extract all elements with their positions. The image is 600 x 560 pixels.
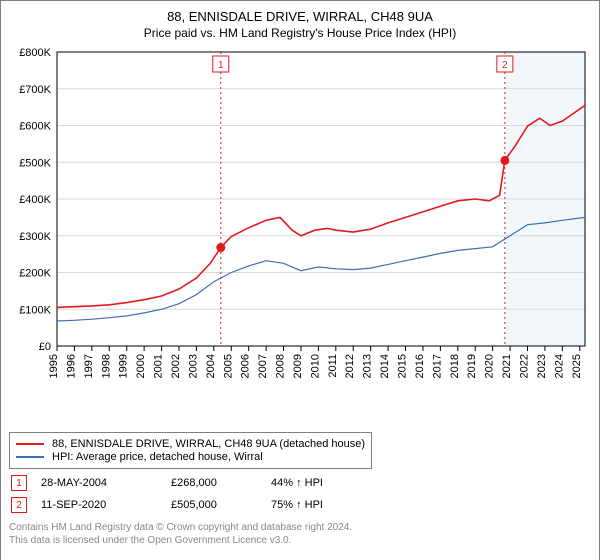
title-subtitle: Price paid vs. HM Land Registry's House … bbox=[9, 26, 591, 40]
price-chart: £0 £100K £200K £300K £400K £500K £600K £700K £80… bbox=[9, 46, 591, 426]
svg-text:2001: 2001 bbox=[153, 354, 165, 378]
svg-text:2002: 2002 bbox=[170, 354, 182, 378]
svg-text:2019: 2019 bbox=[466, 354, 478, 378]
svg-text:2014: 2014 bbox=[379, 354, 391, 378]
svg-text:1995: 1995 bbox=[48, 354, 60, 378]
svg-text:£400K: £400K bbox=[19, 194, 51, 206]
marker-price: £505,000 bbox=[171, 499, 271, 511]
legend-swatch-hpi bbox=[16, 456, 44, 458]
svg-text:2006: 2006 bbox=[240, 354, 252, 378]
svg-text:£500K: £500K bbox=[19, 157, 51, 169]
svg-text:£200K: £200K bbox=[19, 268, 51, 280]
svg-text:2023: 2023 bbox=[536, 354, 548, 378]
legend-label-property: 88, ENNISDALE DRIVE, WIRRAL, CH48 9UA (d… bbox=[52, 438, 365, 450]
svg-text:2025: 2025 bbox=[571, 354, 583, 378]
svg-text:2016: 2016 bbox=[414, 354, 426, 378]
chart-svg: £0 £100K £200K £300K £400K £500K £600K £700K £80… bbox=[9, 46, 591, 426]
svg-text:2008: 2008 bbox=[275, 354, 287, 378]
marker-price: £268,000 bbox=[171, 477, 271, 489]
svg-text:2010: 2010 bbox=[309, 354, 321, 378]
svg-text:£700K: £700K bbox=[19, 84, 51, 96]
marker-date: 11-SEP-2020 bbox=[41, 499, 171, 511]
svg-text:2024: 2024 bbox=[553, 354, 565, 378]
svg-text:2009: 2009 bbox=[292, 354, 304, 378]
legend: 88, ENNISDALE DRIVE, WIRRAL, CH48 9UA (d… bbox=[9, 432, 372, 469]
svg-text:2021: 2021 bbox=[501, 354, 513, 378]
marker-row: 2 11-SEP-2020£505,00075% ↑ HPI bbox=[11, 497, 591, 513]
marker-date: 28-MAY-2004 bbox=[41, 477, 171, 489]
svg-text:2007: 2007 bbox=[257, 354, 269, 378]
svg-text:2020: 2020 bbox=[484, 354, 496, 378]
svg-text:£600K: £600K bbox=[19, 121, 51, 133]
svg-text:2017: 2017 bbox=[431, 354, 443, 378]
marker-badge: 2 bbox=[11, 497, 27, 513]
footer: Contains HM Land Registry data © Crown c… bbox=[9, 521, 591, 547]
svg-text:2018: 2018 bbox=[449, 354, 461, 378]
svg-text:2013: 2013 bbox=[362, 354, 374, 378]
svg-text:2005: 2005 bbox=[222, 354, 234, 378]
svg-text:£800K: £800K bbox=[19, 47, 51, 59]
svg-text:2015: 2015 bbox=[397, 354, 409, 378]
title-address: 88, ENNISDALE DRIVE, WIRRAL, CH48 9UA bbox=[9, 9, 591, 24]
footer-line2: This data is licensed under the Open Gov… bbox=[9, 534, 591, 547]
svg-text:1998: 1998 bbox=[100, 354, 112, 378]
svg-text:2004: 2004 bbox=[205, 354, 217, 378]
legend-row-property: 88, ENNISDALE DRIVE, WIRRAL, CH48 9UA (d… bbox=[16, 438, 365, 450]
svg-text:1: 1 bbox=[218, 60, 224, 71]
svg-text:£100K: £100K bbox=[19, 304, 51, 316]
svg-text:1997: 1997 bbox=[83, 354, 95, 378]
svg-text:2022: 2022 bbox=[518, 354, 530, 378]
svg-text:1996: 1996 bbox=[65, 354, 77, 378]
marker-table: 1 28-MAY-2004£268,00044% ↑ HPI 2 11-SEP-202… bbox=[9, 475, 591, 513]
marker-row: 1 28-MAY-2004£268,00044% ↑ HPI bbox=[11, 475, 591, 491]
marker-badge: 1 bbox=[11, 475, 27, 491]
svg-text:2012: 2012 bbox=[344, 354, 356, 378]
legend-label-hpi: HPI: Average price, detached house, Wirr… bbox=[52, 451, 263, 463]
svg-text:£300K: £300K bbox=[19, 231, 51, 243]
marker-pct: 75% ↑ HPI bbox=[271, 499, 381, 511]
marker-pct: 44% ↑ HPI bbox=[271, 477, 381, 489]
footer-line1: Contains HM Land Registry data © Crown c… bbox=[9, 521, 591, 534]
legend-row-hpi: HPI: Average price, detached house, Wirr… bbox=[16, 451, 365, 463]
svg-text:1999: 1999 bbox=[118, 354, 130, 378]
legend-swatch-property bbox=[16, 443, 44, 445]
svg-text:£0: £0 bbox=[39, 341, 51, 353]
svg-text:2000: 2000 bbox=[135, 354, 147, 378]
svg-text:2: 2 bbox=[502, 60, 508, 71]
title-block: 88, ENNISDALE DRIVE, WIRRAL, CH48 9UA Pr… bbox=[9, 9, 591, 40]
svg-text:2003: 2003 bbox=[187, 354, 199, 378]
chart-container: 88, ENNISDALE DRIVE, WIRRAL, CH48 9UA Pr… bbox=[0, 0, 600, 560]
svg-text:2011: 2011 bbox=[327, 354, 339, 378]
